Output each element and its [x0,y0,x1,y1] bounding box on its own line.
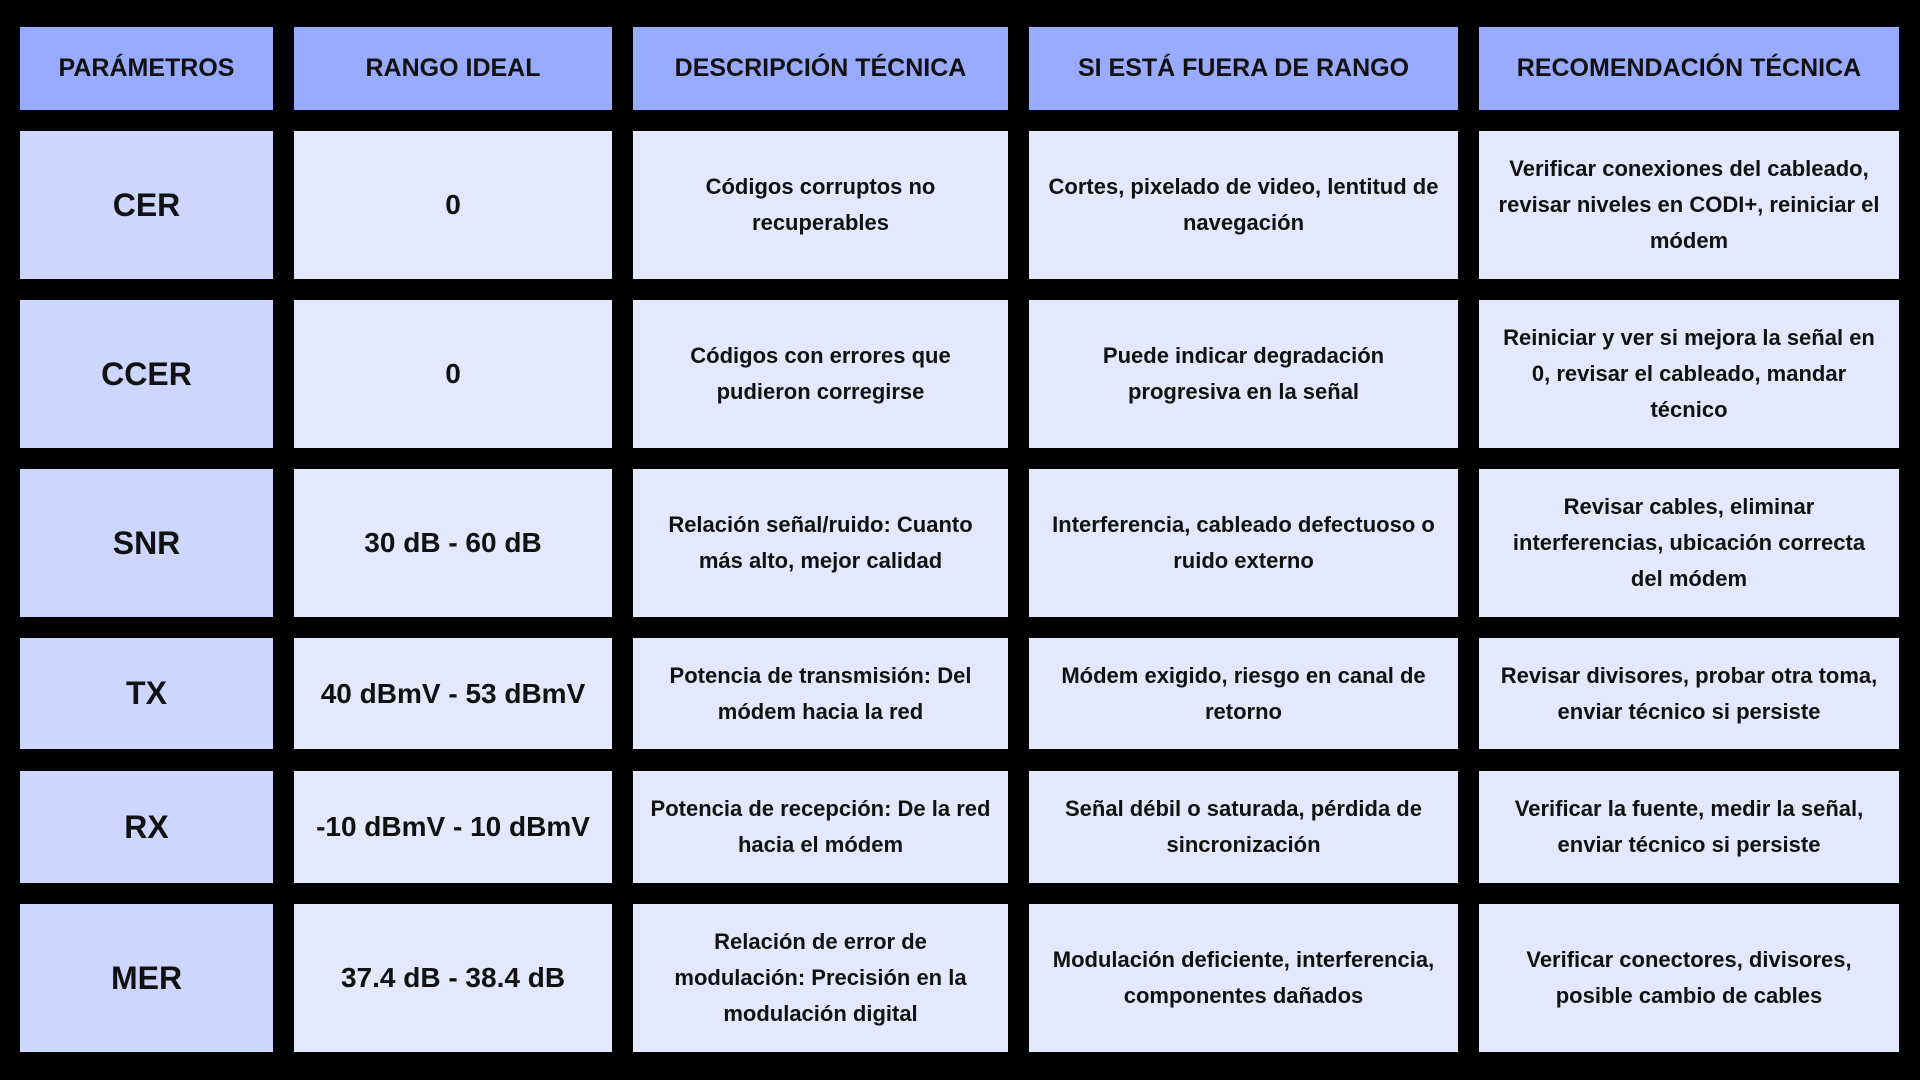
cell-technical-description: Relación señal/ruido: Cuanto más alto, m… [633,469,1008,617]
cell-out-of-range-effect: Interferencia, cableado defectuoso o rui… [1029,469,1458,617]
header-out-of-range-effect: SI ESTÁ FUERA DE RANGO [1029,27,1458,110]
cell-out-of-range-effect: Cortes, pixelado de video, lentitud de n… [1029,131,1458,279]
cell-parameter: SNR [20,469,273,617]
cell-technical-description: Potencia de transmisión: Del módem hacia… [633,638,1008,749]
cell-out-of-range-effect: Señal débil o saturada, pérdida de sincr… [1029,771,1458,883]
cell-ideal-range: 30 dB - 60 dB [294,469,612,617]
cell-technical-recommendation: Reiniciar y ver si mejora la señal en 0,… [1479,300,1899,448]
cell-out-of-range-effect: Módem exigido, riesgo en canal de retorn… [1029,638,1458,749]
cell-technical-recommendation: Verificar la fuente, medir la señal, env… [1479,771,1899,883]
cell-technical-description: Relación de error de modulación: Precisi… [633,904,1008,1052]
cell-ideal-range: 37.4 dB - 38.4 dB [294,904,612,1052]
header-technical-recommendation: RECOMENDACIÓN TÉCNICA [1479,27,1899,110]
cell-parameter: MER [20,904,273,1052]
header-ideal-range: RANGO IDEAL [294,27,612,110]
header-technical-description: DESCRIPCIÓN TÉCNICA [633,27,1008,110]
cell-technical-recommendation: Verificar conectores, divisores, posible… [1479,904,1899,1052]
cell-out-of-range-effect: Puede indicar degradación progresiva en … [1029,300,1458,448]
cell-technical-description: Códigos con errores que pudieron corregi… [633,300,1008,448]
cell-ideal-range: -10 dBmV - 10 dBmV [294,771,612,883]
header-parameter: PARÁMETROS [20,27,273,110]
cell-technical-description: Potencia de recepción: De la red hacia e… [633,771,1008,883]
cell-technical-description: Códigos corruptos no recuperables [633,131,1008,279]
cell-technical-recommendation: Verificar conexiones del cableado, revis… [1479,131,1899,279]
cell-ideal-range: 40 dBmV - 53 dBmV [294,638,612,749]
cell-parameter: CCER [20,300,273,448]
cell-ideal-range: 0 [294,131,612,279]
cell-technical-recommendation: Revisar cables, eliminar interferencias,… [1479,469,1899,617]
cell-ideal-range: 0 [294,300,612,448]
cell-out-of-range-effect: Modulación deficiente, interferencia, co… [1029,904,1458,1052]
cell-parameter: RX [20,771,273,883]
cell-parameter: TX [20,638,273,749]
cell-parameter: CER [20,131,273,279]
cell-technical-recommendation: Revisar divisores, probar otra toma, env… [1479,638,1899,749]
